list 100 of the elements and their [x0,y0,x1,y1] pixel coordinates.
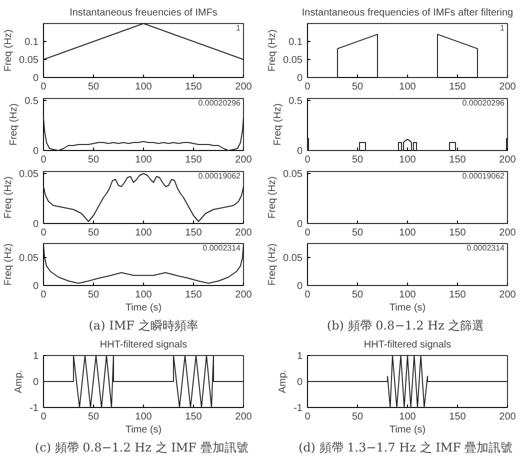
x-tick-label: 100 [399,412,416,422]
x-tick-label: 0 [40,82,47,92]
x-tick-label: 0 [304,82,311,92]
y-tick-label: -1 [294,403,303,414]
y-axis-title: Amp. [14,370,25,394]
y-tick-label: 0 [32,219,39,230]
x-tick-label: 0 [304,290,311,300]
y-tick-label: 0 [32,281,39,292]
x-tick-label: 50 [352,290,364,300]
y-axis-title: Freq (Hz) [3,243,14,286]
x-tick-label: 100 [135,228,152,238]
y-tick-label: 0.1 [24,37,39,48]
chart-title: Instantaneous freuencies of IMFs [70,8,218,18]
text: (a) IMF 之瞬時頻率 [88,318,198,332]
y-tick-label: 0 [32,73,39,84]
y-tick-label: 0.5 [288,96,303,107]
x-tick-label: 50 [88,228,100,238]
x-tick-label: 200 [235,82,252,92]
y-axis-title: Freq (Hz) [3,29,14,72]
chart-title: HHT-filtered signals [364,340,452,350]
x-tick-label: 50 [88,412,100,422]
x-tick-label: 200 [499,290,516,300]
x-tick-label: 100 [399,228,416,238]
x-tick-label: 150 [185,412,202,422]
y-tick-label: 0.05 [283,169,303,180]
x-tick-label: 0 [304,154,311,166]
annotation: 0.00020296 [462,98,506,108]
annotation: 1 [236,24,242,32]
x-tick-label: 200 [235,412,252,422]
x-tick-label: 200 [499,82,516,92]
y-axis-title: Freq (Hz) [267,29,278,72]
x-tick-label: 200 [235,228,252,238]
annotation: 0.00020296 [198,98,242,108]
y-axis-title: Freq (Hz) [3,176,14,219]
y-axis-title: Freq (Hz) [267,243,278,286]
x-tick-label: 50 [352,412,364,422]
x-tick-label: 50 [352,154,364,166]
x-tick-label: 150 [449,154,466,166]
y-axis-title: Freq (Hz) [267,176,278,219]
x-tick-label: 50 [352,228,364,238]
x-axis-title: Time (s) [125,424,162,436]
x-axis-title: Time (s) [125,302,162,314]
x-tick-label: 100 [135,154,152,166]
x-tick-label: 0 [40,290,47,300]
x-tick-label: 150 [449,82,466,92]
y-tick-label: 0.05 [283,253,303,264]
y-tick-label: 1 [32,351,39,362]
x-tick-label: 150 [449,290,466,300]
x-tick-label: 100 [399,154,416,166]
x-tick-label: 100 [135,412,152,422]
text: (b) 頻帶 0.8−1.2 Hz 之篩選 [326,318,484,332]
x-tick-label: 50 [88,82,100,92]
x-tick-label: 0 [40,154,47,166]
annotation: 0.0002314 [466,244,506,252]
x-axis-title: Time (s) [389,302,426,314]
x-axis-title: Time (s) [389,424,426,436]
text: (c) 頻帶 0.8−1.2 Hz 之 IMF 疊加訊號 [34,440,248,454]
chart-title: HHT-filtered signals [100,340,188,350]
x-tick-label: 150 [185,290,202,300]
y-tick-label: 0 [296,219,303,230]
y-tick-label: 0 [296,281,303,292]
x-tick-label: 150 [185,82,202,92]
y-axis-title: Freq (Hz) [8,103,20,146]
x-tick-label: 150 [449,412,466,422]
x-tick-label: 0 [304,412,311,422]
x-tick-label: 150 [449,228,466,238]
x-tick-label: 100 [399,290,416,300]
x-tick-label: 0 [40,412,47,422]
x-tick-label: 200 [235,290,252,300]
chart-title: Instantaneous frequencies of IMFs after filtering [302,8,514,18]
annotation: 0.0002314 [202,244,242,252]
y-tick-label: 0.05 [19,55,39,66]
annotation: 0.00019062 [462,172,506,180]
y-axis-title: Freq (Hz) [272,103,284,146]
y-tick-label: 1 [296,351,303,362]
y-tick-label: -1 [30,403,39,414]
y-tick-label: 0.5 [24,96,39,107]
y-tick-label: 0 [32,146,39,157]
y-tick-label: 0 [296,146,303,157]
y-tick-label: 0.05 [19,169,39,180]
y-tick-label: 0 [296,377,303,388]
y-tick-label: 0 [296,73,303,84]
y-tick-label: 0.1 [288,37,303,48]
x-tick-label: 50 [352,82,364,92]
x-tick-label: 50 [88,154,100,166]
y-tick-label: 0.05 [19,253,39,264]
x-tick-label: 0 [40,228,47,238]
x-tick-label: 200 [499,228,516,238]
text: (d) 頻帶 1.3−1.7 Hz 之 IMF 疊加訊號 [298,440,513,454]
x-tick-label: 200 [499,154,516,166]
annotation: 0.00019062 [198,172,242,180]
x-tick-label: 50 [88,290,100,300]
y-tick-label: 0.05 [283,55,303,66]
x-tick-label: 100 [399,82,416,92]
x-tick-label: 150 [185,154,202,166]
y-axis-title: Amp. [278,370,289,394]
x-tick-label: 150 [185,228,202,238]
annotation: 1 [500,24,506,32]
y-tick-label: 0 [32,377,39,388]
x-tick-label: 100 [135,290,152,300]
